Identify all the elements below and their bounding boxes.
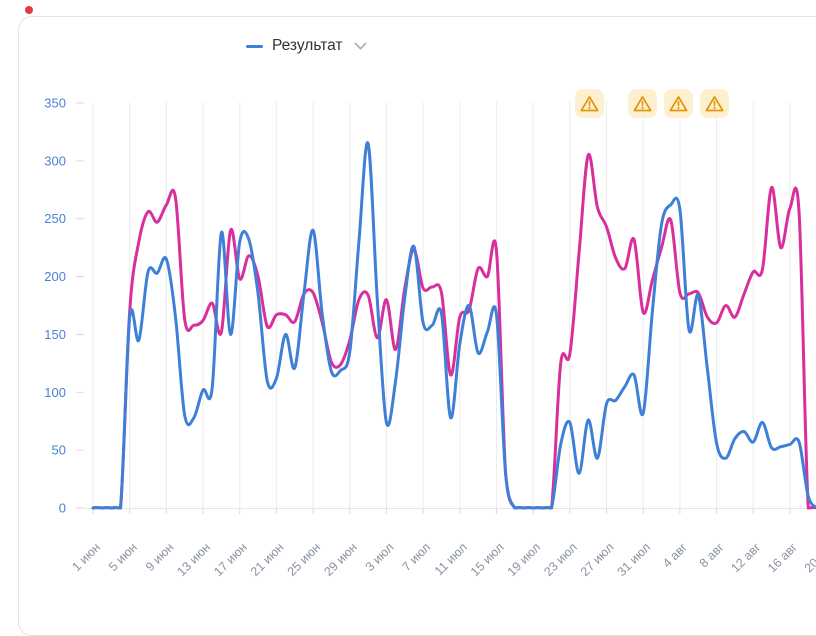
line-chart-canvas[interactable]: 1 июн 5 июн 9 июн 13 июн 17 июн 21 июн 25 июн 2… bbox=[0, 0, 816, 602]
x-tick-label: 16 авг bbox=[765, 540, 800, 575]
x-tick-label: 7 июл bbox=[399, 540, 433, 574]
x-tick-label: 9 июн bbox=[143, 540, 177, 574]
x-tick-label: 1 июн bbox=[69, 540, 103, 574]
x-tick-label: 25 июн bbox=[285, 540, 324, 579]
x-tick-label: 31 июл bbox=[615, 540, 654, 579]
y-tick-label: 200 bbox=[44, 269, 66, 284]
x-tick-label: 20 авг bbox=[802, 540, 816, 575]
legend-series-label: Результат bbox=[272, 37, 343, 54]
y-tick-label: 250 bbox=[44, 211, 66, 226]
x-tick-label: 17 июн bbox=[211, 540, 250, 579]
x-tick-label: 21 июн bbox=[248, 540, 287, 579]
x-tick-label: 13 июн bbox=[174, 540, 213, 579]
x-tick-label: 19 июл bbox=[505, 540, 544, 579]
chevron-down-icon bbox=[354, 42, 367, 51]
y-tick-label: 150 bbox=[44, 327, 66, 342]
warning-icon[interactable] bbox=[574, 89, 604, 118]
y-tick-label: 300 bbox=[44, 153, 66, 168]
warning-icon[interactable] bbox=[627, 89, 657, 118]
x-tick-label: 4 авг bbox=[660, 540, 690, 570]
y-tick-label: 350 bbox=[44, 96, 66, 111]
recording-indicator-dot bbox=[25, 6, 33, 14]
y-tick-label: 0 bbox=[59, 501, 66, 516]
x-tick-label: 5 июн bbox=[106, 540, 140, 574]
series-line-pink bbox=[91, 152, 816, 510]
x-tick-label: 23 июл bbox=[541, 540, 580, 579]
series-selector-dropdown[interactable]: Результат bbox=[246, 36, 367, 56]
warning-icon[interactable] bbox=[700, 89, 730, 118]
series-line-blue bbox=[91, 141, 816, 510]
x-tick-label: 8 авг bbox=[697, 540, 727, 570]
x-tick-label: 12 авг bbox=[728, 540, 763, 575]
x-tick-label: 27 июл bbox=[578, 540, 617, 579]
y-tick-label: 50 bbox=[52, 443, 66, 458]
x-tick-label: 15 июл bbox=[468, 540, 507, 579]
x-tick-label: 11 июл bbox=[432, 540, 470, 578]
x-tick-label: 3 июл bbox=[363, 540, 397, 574]
chart-panel bbox=[18, 16, 816, 636]
y-tick-label: 100 bbox=[44, 385, 66, 400]
x-tick-label: 29 июн bbox=[321, 540, 360, 579]
legend-line-marker bbox=[246, 44, 263, 48]
warning-icon[interactable] bbox=[663, 89, 693, 118]
